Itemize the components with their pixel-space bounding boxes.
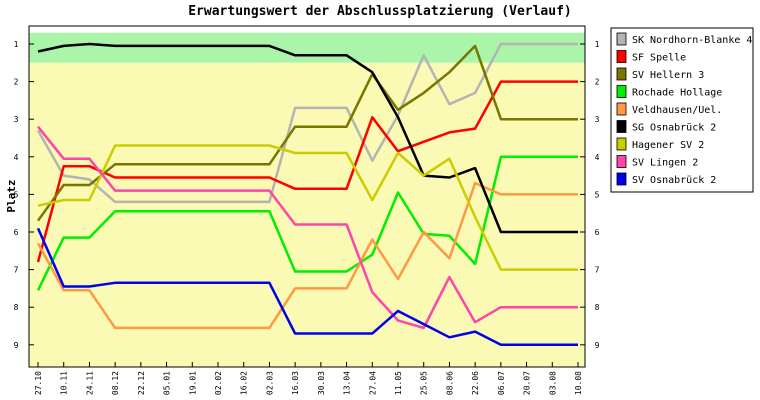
x-tick-label: 16.02 xyxy=(240,371,249,395)
x-tick-label: 11.05 xyxy=(394,371,403,395)
legend-swatch xyxy=(616,50,627,63)
series-line-4 xyxy=(36,155,578,291)
legend-swatch xyxy=(616,32,627,46)
legend-label: SF Spelle xyxy=(632,53,686,64)
x-tick-label: 06.07 xyxy=(497,371,506,395)
x-tick-label: 24.11 xyxy=(85,371,94,395)
series-line-7 xyxy=(37,144,578,271)
y-tick-label-right: 7 xyxy=(595,266,600,275)
x-tick-label: 10.11 xyxy=(60,371,69,395)
series-line-8 xyxy=(37,125,578,330)
y-tick-label-right: 9 xyxy=(595,341,600,350)
y-tick-label-right: 2 xyxy=(595,78,600,87)
legend-swatch xyxy=(616,102,627,116)
plot-zone-0 xyxy=(29,32,585,63)
y-tick-label-left: 1 xyxy=(14,40,19,49)
legend-label: SK Nordhorn-Blanke 4 xyxy=(632,35,752,46)
x-tick-label: 16.03 xyxy=(291,371,300,395)
legend-label: SV Hellern 3 xyxy=(632,70,704,81)
y-ticks-left: 1 2 3 4 5 6 7 8 9 xyxy=(14,40,34,350)
x-tick-label: 10.08 xyxy=(574,371,583,395)
y-axis-label: Platz xyxy=(5,179,18,212)
x-tick-label: 03.08 xyxy=(548,371,557,395)
y-tick-label-left: 8 xyxy=(14,303,19,312)
series-line-2 xyxy=(36,80,578,263)
y-tick-label-right: 6 xyxy=(595,228,600,237)
series-line-9 xyxy=(36,227,578,347)
y-tick-label-left: 6 xyxy=(14,228,19,237)
x-tick-label: 27.10 xyxy=(34,371,43,395)
y-tick-label-left: 4 xyxy=(14,153,19,162)
y-tick-label-left: 2 xyxy=(14,78,19,87)
x-tick-label: 08.12 xyxy=(111,371,120,395)
x-tick-label: 02.03 xyxy=(265,371,274,395)
x-tick-label: 13.04 xyxy=(343,371,352,395)
legend-swatch xyxy=(616,85,627,98)
x-tick-label: 02.02 xyxy=(214,371,223,395)
series-line-5 xyxy=(36,181,578,330)
legend-swatch xyxy=(616,172,627,186)
legend-swatch xyxy=(616,137,627,151)
series-lines xyxy=(36,42,578,347)
x-tick-label: 08.06 xyxy=(445,371,454,395)
x-tick-label: 22.12 xyxy=(137,371,146,395)
legend-label: Veldhausen/Uel. xyxy=(632,105,722,116)
series-line-1 xyxy=(36,42,578,204)
x-tick-label: 27.04 xyxy=(368,371,377,395)
plot-zone-1 xyxy=(29,62,585,368)
x-tick-label: 25.05 xyxy=(420,371,429,395)
chart-title: Erwartungswert der Abschlussplatzierung … xyxy=(188,4,572,19)
x-ticks: 27.10 10.11 24.11 08.12 22.12 05.01 19.01 02.02… xyxy=(34,362,583,395)
y-tick-label-right: 5 xyxy=(595,190,600,199)
legend-swatch xyxy=(616,67,627,81)
legend-label: SG Osnabrück 2 xyxy=(632,123,716,134)
x-tick-label: 22.06 xyxy=(471,371,480,395)
series-line-6 xyxy=(37,42,578,234)
x-tick-label: 19.01 xyxy=(188,371,197,395)
plot-border xyxy=(28,25,586,368)
legend-label: SV Lingen 2 xyxy=(632,158,698,169)
y-tick-label-left: 5 xyxy=(14,190,19,199)
legend-label: SV Osnabrück 2 xyxy=(632,175,716,186)
series-line-3 xyxy=(36,44,578,222)
y-tick-label-right: 3 xyxy=(595,115,600,124)
y-tick-label-left: 9 xyxy=(14,341,19,350)
x-tick-label: 20.07 xyxy=(523,371,532,395)
legend-swatch xyxy=(616,155,627,168)
y-tick-label-left: 7 xyxy=(14,266,19,275)
legend: SK Nordhorn-Blanke 4 SF Spelle SV Hellern … xyxy=(610,27,754,193)
y-tick-label-right: 4 xyxy=(595,153,600,162)
x-tick-label: 05.01 xyxy=(163,371,172,395)
x-tick-label: 30.03 xyxy=(317,371,326,395)
legend-box xyxy=(610,27,754,193)
legend-swatch xyxy=(616,120,627,133)
y-tick-label-right: 8 xyxy=(595,303,600,312)
legend-label: Hagener SV 2 xyxy=(632,140,704,151)
y-tick-label-left: 3 xyxy=(14,115,19,124)
y-ticks-right: 1 2 3 4 5 6 7 8 9 xyxy=(580,40,600,350)
y-tick-label-right: 1 xyxy=(595,40,600,49)
legend-label: Rochade Hollage xyxy=(632,88,722,99)
